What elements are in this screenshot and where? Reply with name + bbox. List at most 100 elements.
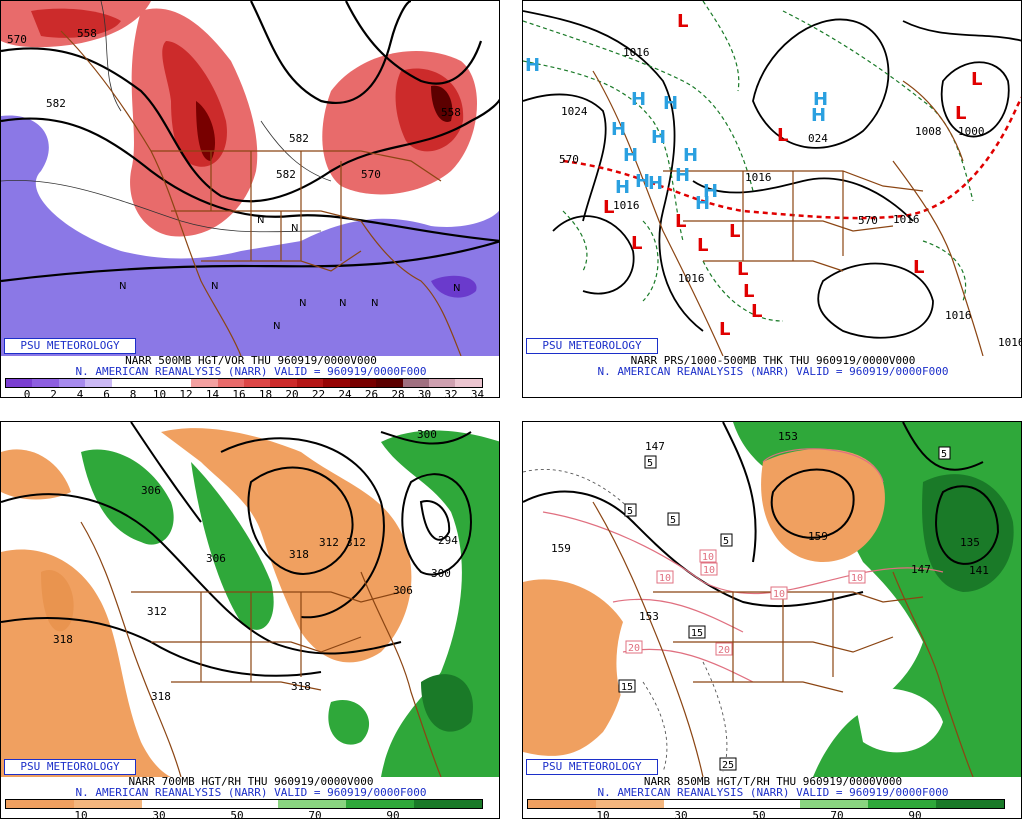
scale-tick-label: 4 (76, 388, 84, 398)
svg-text:294: 294 (438, 534, 458, 547)
svg-text:N: N (257, 215, 264, 226)
svg-text:H: H (635, 171, 650, 192)
colorbar-swatch (455, 379, 482, 387)
panel-title: NARR 500MB HGT/VOR THU 960919/0000V000 (125, 354, 377, 367)
svg-text:10: 10 (703, 565, 715, 576)
temperature-boxes: 5 5 5 5 5 10 10 10 10 10 15 15 20 20 25 (618, 446, 951, 771)
svg-text:H: H (651, 127, 666, 148)
svg-text:H: H (525, 55, 540, 76)
svg-text:5: 5 (723, 536, 729, 547)
svg-text:558: 558 (77, 27, 97, 40)
panel-850mb-temp-rh: 153 147 159 159 153 135 147 141 5 5 5 5 … (522, 421, 1022, 819)
colorbar-swatch (210, 800, 278, 808)
valid-line: N. AMERICAN REANALYSIS (NARR) VALID = 96… (75, 786, 427, 799)
scale-tick-label: 32 (444, 388, 458, 398)
colorbar-swatch (528, 800, 596, 808)
svg-text:L: L (743, 281, 754, 302)
svg-text:318: 318 (53, 633, 73, 646)
svg-text:153: 153 (778, 430, 798, 443)
panel-700mb-rh: 300 306 306 318 312 312 312 318 318 318 … (0, 421, 500, 819)
svg-text:159: 159 (551, 542, 571, 555)
svg-text:20: 20 (628, 643, 640, 654)
svg-text:L: L (751, 301, 762, 322)
svg-text:1008: 1008 (915, 125, 942, 138)
colorbar-swatch (6, 800, 74, 808)
svg-text:N: N (273, 321, 280, 332)
svg-text:H: H (623, 145, 638, 166)
colorbar-swatch (111, 379, 139, 387)
colorbar-swatch (191, 379, 218, 387)
colorbar-swatch (800, 800, 868, 808)
scale-tick-label: 24 (338, 388, 352, 398)
rh-scale-ticks: 10 30 50 70 90 (5, 809, 483, 819)
svg-text:10: 10 (773, 589, 785, 600)
svg-text:141: 141 (969, 564, 989, 577)
colorbar-swatch (323, 379, 350, 387)
svg-text:H: H (675, 165, 690, 186)
valid-line: N. AMERICAN REANALYSIS (NARR) VALID = 96… (597, 786, 949, 799)
svg-text:L: L (971, 69, 982, 90)
scale-tick-label: 14 (205, 388, 220, 398)
panel-title: NARR 850MB HGT/T/RH THU 960919/0000V000 (643, 775, 903, 788)
svg-text:5: 5 (647, 458, 653, 469)
svg-text:1016: 1016 (678, 272, 705, 285)
svg-text:H: H (811, 105, 826, 126)
svg-text:300: 300 (431, 567, 451, 580)
colorbar-swatch (346, 800, 414, 808)
colorbar-swatch (936, 800, 1004, 808)
svg-text:306: 306 (393, 584, 413, 597)
svg-text:318: 318 (291, 680, 311, 693)
svg-text:5: 5 (941, 449, 947, 460)
scale-tick-label: 90 (386, 809, 400, 819)
svg-text:318: 318 (151, 690, 171, 703)
colorbar-swatch (142, 800, 210, 808)
scale-tick-label: 30 (417, 388, 432, 398)
colorbar-swatch (270, 379, 297, 387)
svg-text:H: H (631, 89, 646, 110)
scale-tick-label: 90 (908, 809, 922, 819)
scale-tick-label: 10 (152, 388, 167, 398)
scale-tick-label: 10 (596, 809, 610, 819)
vorticity-colorbar (5, 378, 483, 388)
colorbar-swatch (868, 800, 936, 808)
scale-tick-label: 30 (674, 809, 688, 819)
colorbar-swatch (429, 379, 456, 387)
svg-text:318: 318 (289, 548, 309, 561)
rh700-map: 300 306 306 318 312 312 312 318 318 318 … (1, 422, 499, 777)
scale-tick-label: 16 (232, 388, 246, 398)
scale-tick-label: 22 (311, 388, 326, 398)
high-pressure-markers: H HH HH H H HH HHH HHH (525, 55, 828, 214)
svg-text:570: 570 (559, 153, 579, 166)
svg-text:L: L (913, 257, 924, 278)
scale-tick-label: 28 (391, 388, 405, 398)
svg-text:570: 570 (361, 168, 381, 181)
svg-text:H: H (615, 177, 630, 198)
svg-text:1016: 1016 (613, 199, 640, 212)
svg-text:L: L (675, 211, 686, 232)
low-pressure-markers: LLL LLL LLL LLL LL (603, 11, 982, 340)
vorticity-scale-ticks: 0 2 4 6 8 10 12 14 16 18 20 22 24 26 28 30 32 34 (5, 388, 485, 398)
svg-text:N: N (291, 223, 298, 234)
scale-tick-label: 70 (308, 809, 322, 819)
scale-tick-label: 20 (285, 388, 299, 398)
svg-text:1016: 1016 (623, 46, 650, 59)
svg-text:582: 582 (289, 132, 309, 145)
colorbar-swatch (732, 800, 800, 808)
rh-colorbar (527, 799, 1005, 809)
svg-text:L: L (955, 103, 966, 124)
svg-text:L: L (719, 319, 730, 340)
scale-tick-label: 12 (179, 388, 193, 398)
svg-text:20: 20 (718, 645, 730, 656)
svg-text:1016: 1016 (745, 171, 772, 184)
svg-text:570: 570 (7, 33, 27, 46)
scale-tick-label: 50 (230, 809, 244, 819)
scale-tick-label: 34 (470, 388, 485, 398)
svg-text:N: N (211, 281, 218, 292)
svg-text:582: 582 (276, 168, 296, 181)
scale-tick-label: 8 (129, 388, 137, 398)
svg-text:312: 312 (147, 605, 167, 618)
vorticity-map: 570 558 582 582 582 570 558 N N N N N N N N N (1, 1, 499, 356)
svg-text:H: H (611, 119, 626, 140)
svg-text:H: H (695, 193, 710, 214)
